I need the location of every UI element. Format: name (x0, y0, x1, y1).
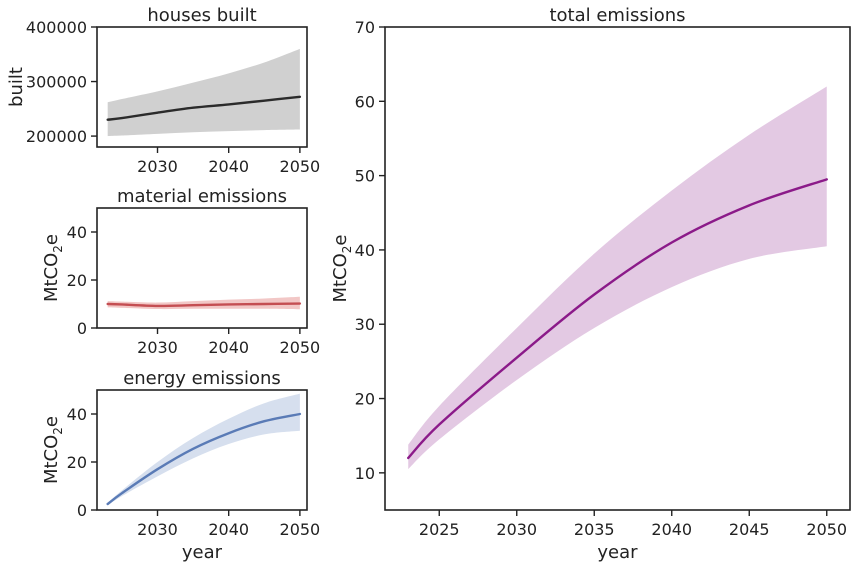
chart-title: total emissions (549, 5, 685, 26)
x-tick-label: 2030 (137, 520, 178, 539)
y-tick-label: 60 (355, 92, 375, 111)
y-tick-label: 40 (355, 241, 375, 260)
axes-frame (96, 207, 308, 329)
uncertainty-band (107, 48, 300, 137)
y-tick-label: 20 (355, 390, 375, 409)
x-tick-label: 2050 (280, 520, 321, 539)
x-tick-label: 2040 (208, 338, 249, 357)
y-tick-label: 70 (355, 18, 375, 37)
y-axis-label: MtCO2e (41, 234, 65, 302)
series-line (106, 95, 302, 121)
x-axis-label: year (597, 542, 638, 563)
chart-title: houses built (147, 5, 256, 26)
x-tick-label: 2030 (496, 520, 537, 539)
x-axis-label: year (182, 542, 223, 563)
chart-title: material emissions (117, 186, 287, 207)
uncertainty-band (107, 393, 300, 506)
y-tick-label: 0 (77, 501, 87, 520)
y-tick-label: 20 (67, 453, 87, 472)
series-line (407, 178, 828, 460)
x-tick-label: 2040 (208, 520, 249, 539)
x-tick-label: 2050 (280, 157, 321, 176)
y-tick-label: 200000 (26, 127, 87, 146)
x-tick-label: 2045 (729, 520, 770, 539)
y-tick-label: 30 (355, 315, 375, 334)
chart-total: 2025 2030 2035 2040 2045 205010203040506070to… (330, 5, 851, 563)
y-axis-label: MtCO2e (41, 416, 65, 484)
chart-houses: 2030 2040 2050 200000 300000 400000 houses bui… (6, 5, 320, 176)
x-tick-label: 2040 (208, 157, 249, 176)
y-axis-label: built (6, 67, 27, 107)
series-line (106, 412, 302, 506)
axes-frame (96, 389, 308, 511)
y-axis-label: MtCO2e (330, 234, 354, 302)
y-tick-label: 0 (77, 319, 87, 338)
y-tick-label: 50 (355, 167, 375, 186)
x-tick-label: 2025 (419, 520, 460, 539)
x-tick-label: 2040 (651, 520, 692, 539)
axes-frame (384, 26, 851, 511)
axes-frame (96, 26, 308, 148)
y-tick-label: 400000 (26, 18, 87, 37)
x-tick-label: 2030 (137, 338, 178, 357)
y-tick-label: 10 (355, 464, 375, 483)
chart-title: energy emissions (123, 368, 281, 389)
x-tick-label: 2030 (137, 157, 178, 176)
series-line (106, 302, 302, 308)
y-tick-label: 40 (67, 405, 87, 424)
x-tick-label: 2035 (574, 520, 615, 539)
x-tick-label: 2050 (806, 520, 847, 539)
y-tick-label: 300000 (26, 73, 87, 92)
y-tick-label: 40 (67, 223, 87, 242)
x-tick-label: 2050 (280, 338, 321, 357)
y-tick-label: 20 (67, 271, 87, 290)
